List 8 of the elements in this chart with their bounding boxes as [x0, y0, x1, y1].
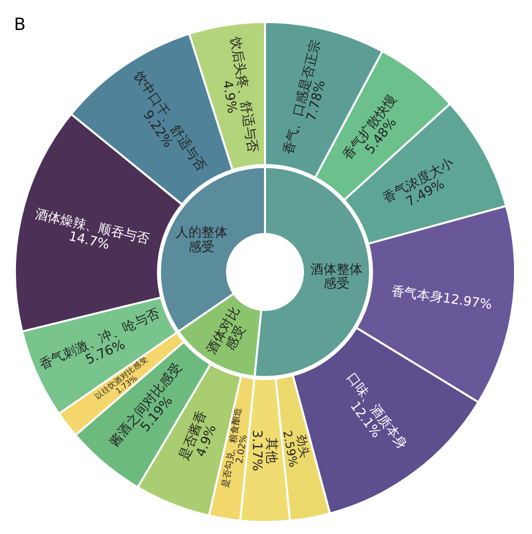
slice-label: 香气本身12.97% — [390, 284, 493, 313]
slice-label: 人的整体感受 — [176, 225, 228, 255]
data-label: 2.02% — [235, 434, 250, 464]
slice-label: 酒体对比感受 — [204, 304, 250, 357]
chart-title: B — [14, 15, 26, 35]
slice-label: 其他 — [263, 437, 278, 464]
slice-label: 酒体整体感受 — [310, 262, 362, 292]
data-label: 3.17% — [248, 430, 264, 472]
